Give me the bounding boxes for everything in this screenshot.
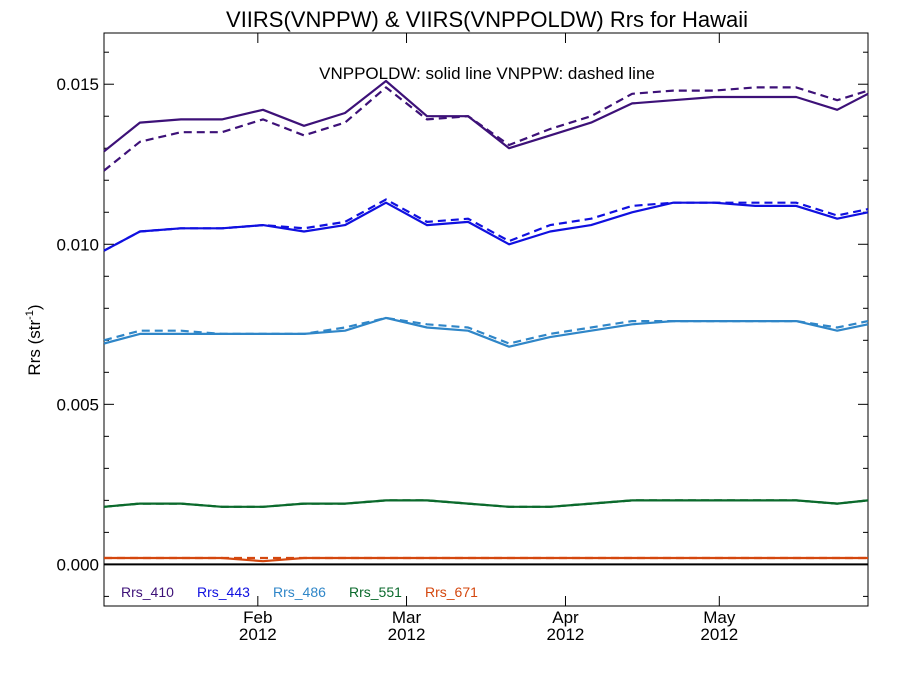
series-line-rrs-410-dashed <box>103 86 869 172</box>
y-tick-label: 0.015 <box>56 75 99 94</box>
plot-frame <box>103 32 869 607</box>
y-axis-label-superscript: -1 <box>24 310 36 320</box>
legend-label: Rrs_671 <box>425 584 478 600</box>
y-tick-label: 0.000 <box>56 555 99 574</box>
legend-label: Rrs_410 <box>121 584 174 600</box>
y-axis-label-main: Rrs (str <box>25 320 44 376</box>
y-tick-label: 0.010 <box>56 235 99 254</box>
x-tick-label-year: 2012 <box>239 625 277 644</box>
legend: Rrs_410 Rrs_443 Rrs_486 Rrs_551 Rrs_671 <box>121 584 478 600</box>
x-tick-label-month: Apr <box>552 608 579 627</box>
legend-label: Rrs_486 <box>273 584 326 600</box>
x-tick-label-year: 2012 <box>700 625 738 644</box>
series-line-rrs-551-solid <box>103 499 869 508</box>
plot-area: 0.0000.0050.0100.015Feb2012Mar2012Apr201… <box>56 32 869 644</box>
legend-label: Rrs_551 <box>349 584 402 600</box>
x-tick-label-year: 2012 <box>547 625 585 644</box>
y-axis-label: Rrs (str-1) <box>24 304 44 375</box>
x-tick-label-year: 2012 <box>388 625 426 644</box>
series-line-rrs-486-solid <box>103 316 869 348</box>
x-tick-label-month: Mar <box>392 608 422 627</box>
chart-title: VIIRS(VNPPW) & VIIRS(VNPPOLDW) Rrs for H… <box>226 7 748 32</box>
series-line-rrs-443-dashed <box>103 198 869 252</box>
series-line-rrs-410-solid <box>103 79 869 153</box>
y-tick-label: 0.005 <box>56 395 99 414</box>
series-line-rrs-486-dashed <box>103 316 869 345</box>
series-line-rrs-443-solid <box>103 201 869 252</box>
x-tick-label-month: Feb <box>243 608 272 627</box>
x-tick-label-month: May <box>703 608 736 627</box>
chart-subtitle: VNPPOLDW: solid line VNPPW: dashed line <box>319 64 655 83</box>
legend-label: Rrs_443 <box>197 584 250 600</box>
y-axis-label-tail: ) <box>25 304 44 310</box>
